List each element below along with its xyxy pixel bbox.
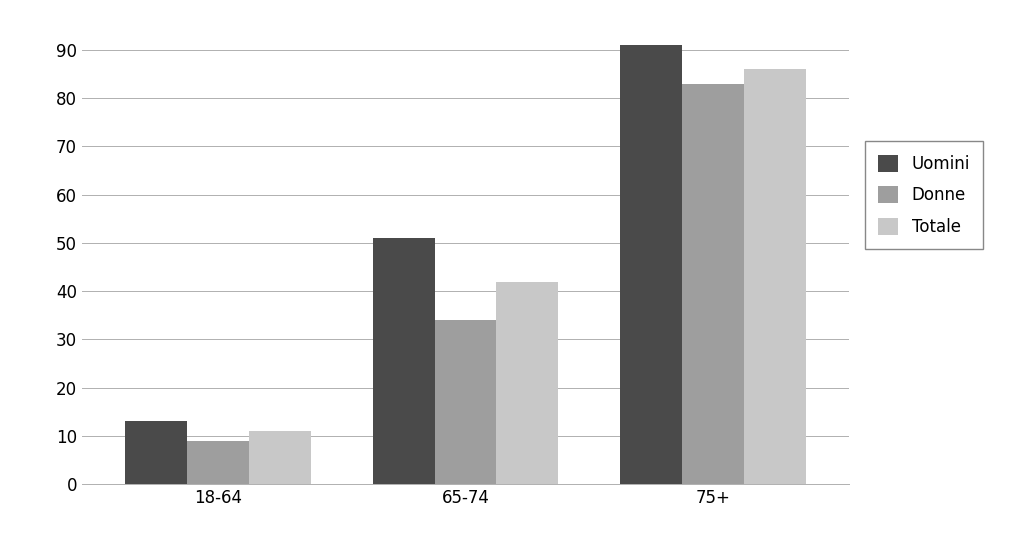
- Bar: [620, 45, 682, 484]
- Bar: [435, 320, 496, 484]
- Bar: [372, 238, 435, 484]
- Legend: Uomini, Donne, Totale: Uomini, Donne, Totale: [865, 141, 983, 249]
- Bar: [682, 84, 744, 484]
- Bar: [496, 281, 559, 484]
- Bar: [187, 441, 249, 484]
- Bar: [744, 69, 806, 484]
- Bar: [125, 421, 187, 484]
- Bar: [249, 431, 311, 484]
